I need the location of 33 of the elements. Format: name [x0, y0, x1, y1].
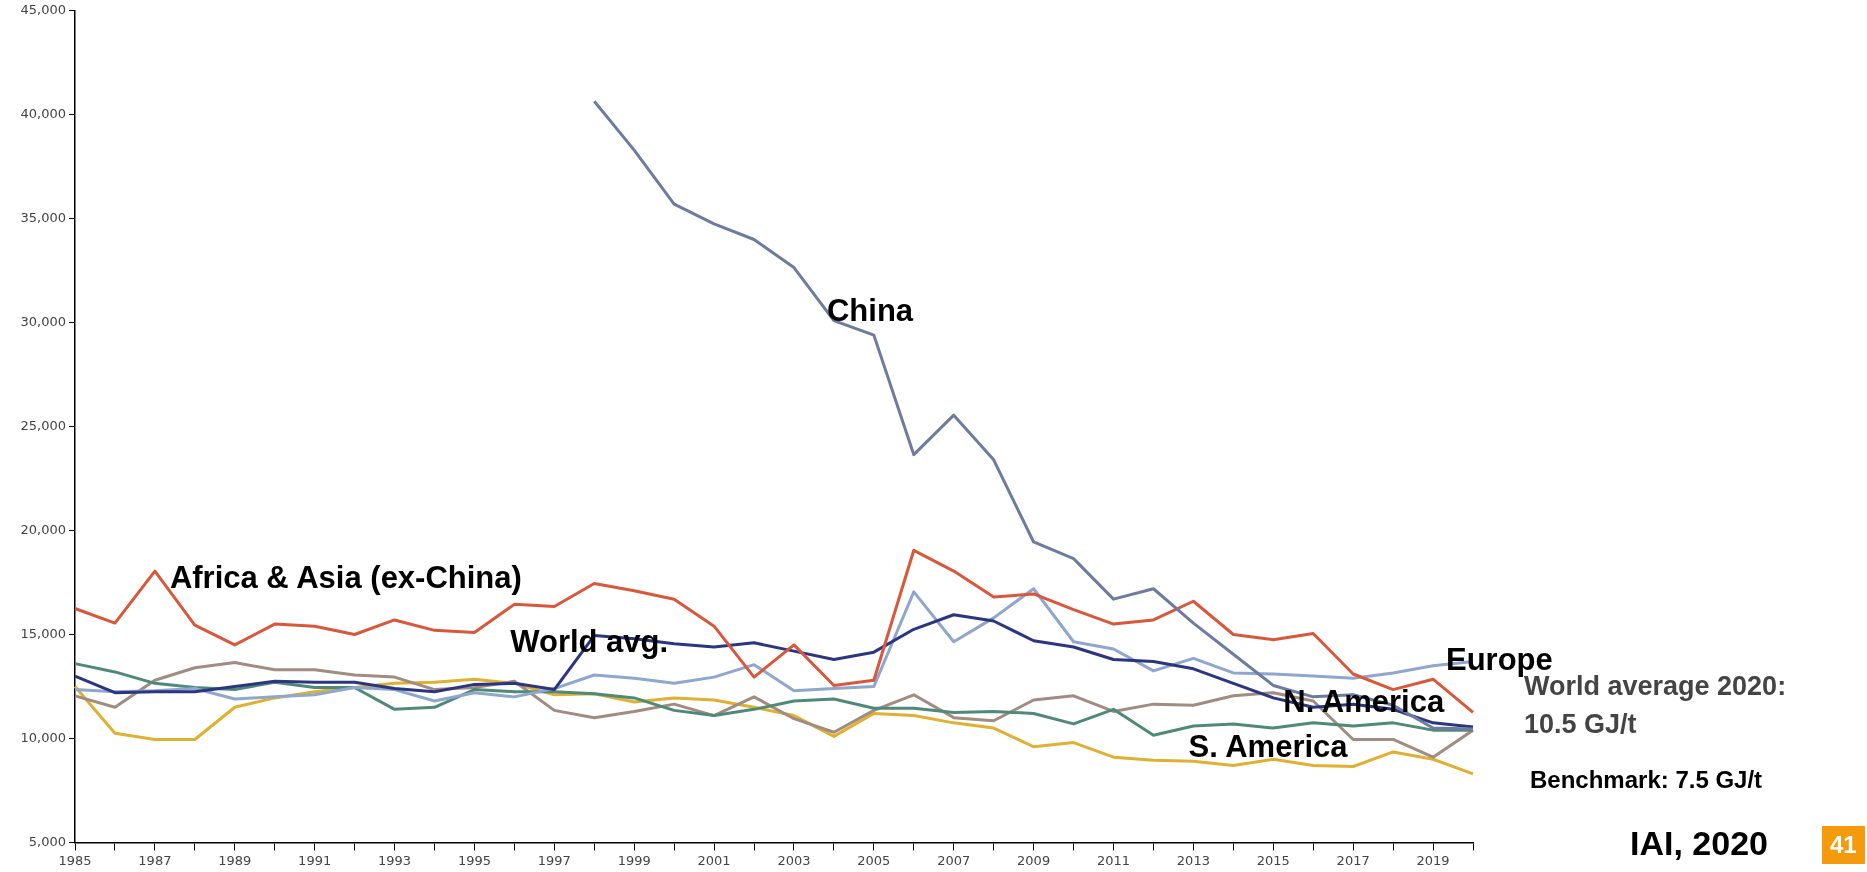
- x-tick-label: 1987: [138, 852, 172, 868]
- text: Benchmark: 7.5 GJ/t: [1530, 765, 1763, 795]
- y-tick-label: 35,000: [20, 210, 66, 226]
- text: IAI, 2020: [1630, 823, 1768, 864]
- x-tick-label: 1997: [537, 852, 571, 868]
- y-tick-label: 30,000: [20, 314, 66, 330]
- series-label: S. America: [1188, 728, 1349, 764]
- y-tick-label: 5,000: [28, 833, 66, 849]
- x-tick-label: 2009: [1017, 852, 1051, 868]
- x-tick-label: 1989: [218, 852, 252, 868]
- y-tick-label: 15,000: [20, 625, 66, 641]
- x-tick-label: 2011: [1096, 852, 1131, 868]
- x-tick-label: 2007: [937, 852, 971, 868]
- x-tick-label: 2017: [1336, 852, 1370, 868]
- y-tick-label: 25,000: [20, 417, 66, 433]
- y-tick-label: 40,000: [20, 106, 66, 122]
- x-tick-label: 2015: [1256, 852, 1290, 868]
- x-tick-label: 2013: [1176, 852, 1210, 868]
- x-tick-label: 2005: [857, 852, 891, 868]
- x-tick-label: 2001: [697, 852, 731, 868]
- series-label: Africa & Asia (ex-China): [169, 559, 522, 595]
- series-label: China: [826, 293, 914, 329]
- x-tick-label: 1999: [617, 852, 651, 868]
- x-tick-label: 1991: [298, 852, 332, 868]
- x-tick-label: 1985: [58, 852, 92, 868]
- text: 41: [1822, 826, 1865, 864]
- y-tick-label: 20,000: [20, 521, 66, 537]
- y-tick-label: 45,000: [20, 2, 66, 18]
- y-tick-label: 10,000: [20, 729, 66, 745]
- x-tick-label: 1995: [457, 852, 491, 868]
- x-tick-label: 1993: [378, 852, 412, 868]
- x-tick-label: 2003: [777, 852, 811, 868]
- x-tick-label: 2019: [1416, 852, 1450, 868]
